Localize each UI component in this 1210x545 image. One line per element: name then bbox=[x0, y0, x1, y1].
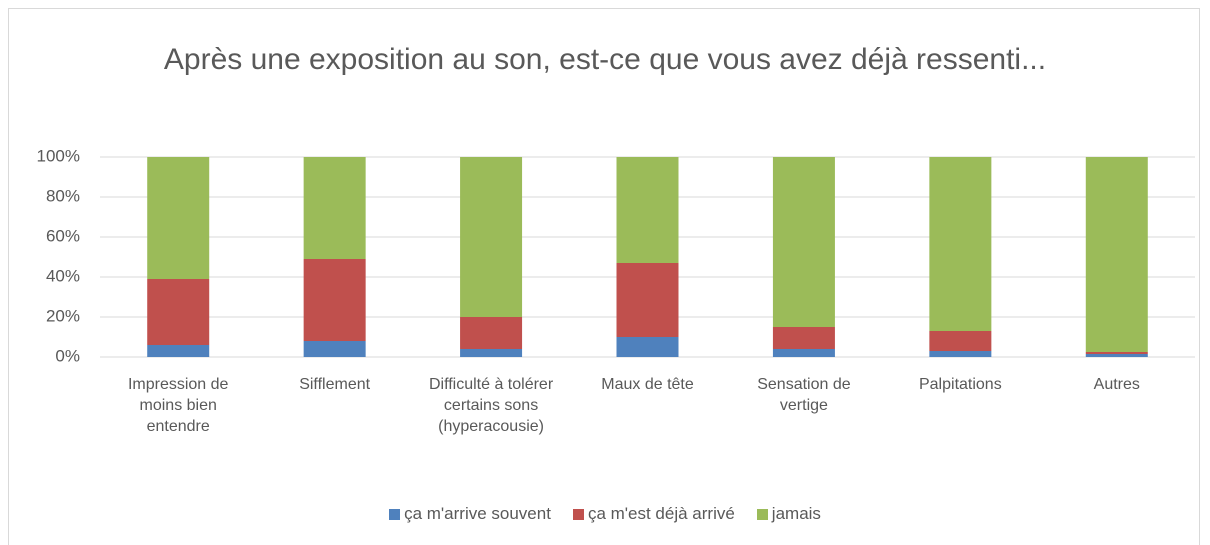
legend-swatch bbox=[389, 508, 401, 520]
legend-swatch bbox=[572, 508, 584, 520]
y-tick-label: 40% bbox=[46, 266, 80, 285]
legend: ça m'arrive souvent ça m'est déjà arrivé j… bbox=[0, 504, 1210, 524]
bar-segment bbox=[616, 157, 679, 263]
y-tick-label: 0% bbox=[55, 346, 80, 365]
legend-item: jamais bbox=[756, 504, 821, 524]
bar-segment bbox=[616, 337, 679, 357]
bar-segment bbox=[460, 317, 523, 349]
bar-segment bbox=[1085, 352, 1148, 354]
legend-label: ça m'est déjà arrivé bbox=[587, 504, 735, 523]
bar-segment bbox=[460, 157, 523, 317]
y-tick-label: 20% bbox=[46, 306, 80, 325]
bar-segment bbox=[147, 345, 210, 357]
x-tick-label: Autres bbox=[1093, 376, 1140, 393]
x-tick-label: Sifflement bbox=[299, 376, 371, 393]
bar-segment bbox=[616, 263, 679, 337]
x-tick-label: Difficulté à tolérer certains sons (hype… bbox=[428, 376, 554, 435]
bar-segment bbox=[303, 259, 366, 341]
x-tick-label: Maux de tête bbox=[601, 376, 694, 393]
bar-segment bbox=[303, 341, 366, 357]
legend-item: ça m'arrive souvent bbox=[389, 504, 551, 524]
x-tick-label: Sensation de vertige bbox=[757, 376, 851, 414]
y-tick-label: 60% bbox=[46, 226, 80, 245]
legend-label: jamais bbox=[771, 504, 821, 523]
bar-segment bbox=[147, 279, 210, 345]
bar-segment bbox=[460, 349, 523, 357]
chart-title: Après une exposition au son, est-ce que … bbox=[163, 43, 1047, 76]
legend-swatch bbox=[756, 508, 768, 520]
y-tick-label: 100% bbox=[37, 146, 80, 165]
legend-label: ça m'arrive souvent bbox=[404, 504, 551, 523]
x-tick-label: Impression de moins bien entendre bbox=[127, 376, 229, 435]
bar-segment bbox=[1085, 157, 1148, 352]
x-tick-label: Palpitations bbox=[918, 376, 1002, 393]
bar-segment bbox=[1085, 354, 1148, 357]
legend-item: ça m'est déjà arrivé bbox=[572, 504, 735, 524]
bar-segment bbox=[772, 327, 835, 349]
bar-segment bbox=[147, 157, 210, 279]
bar-segment bbox=[929, 351, 992, 357]
bar-segment bbox=[929, 331, 992, 351]
bar-segment bbox=[772, 349, 835, 357]
bar-segment bbox=[303, 157, 366, 259]
chart-border bbox=[8, 8, 1200, 545]
bar-segment bbox=[772, 157, 835, 327]
y-tick-label: 80% bbox=[46, 186, 80, 205]
bar-segment bbox=[929, 157, 992, 331]
